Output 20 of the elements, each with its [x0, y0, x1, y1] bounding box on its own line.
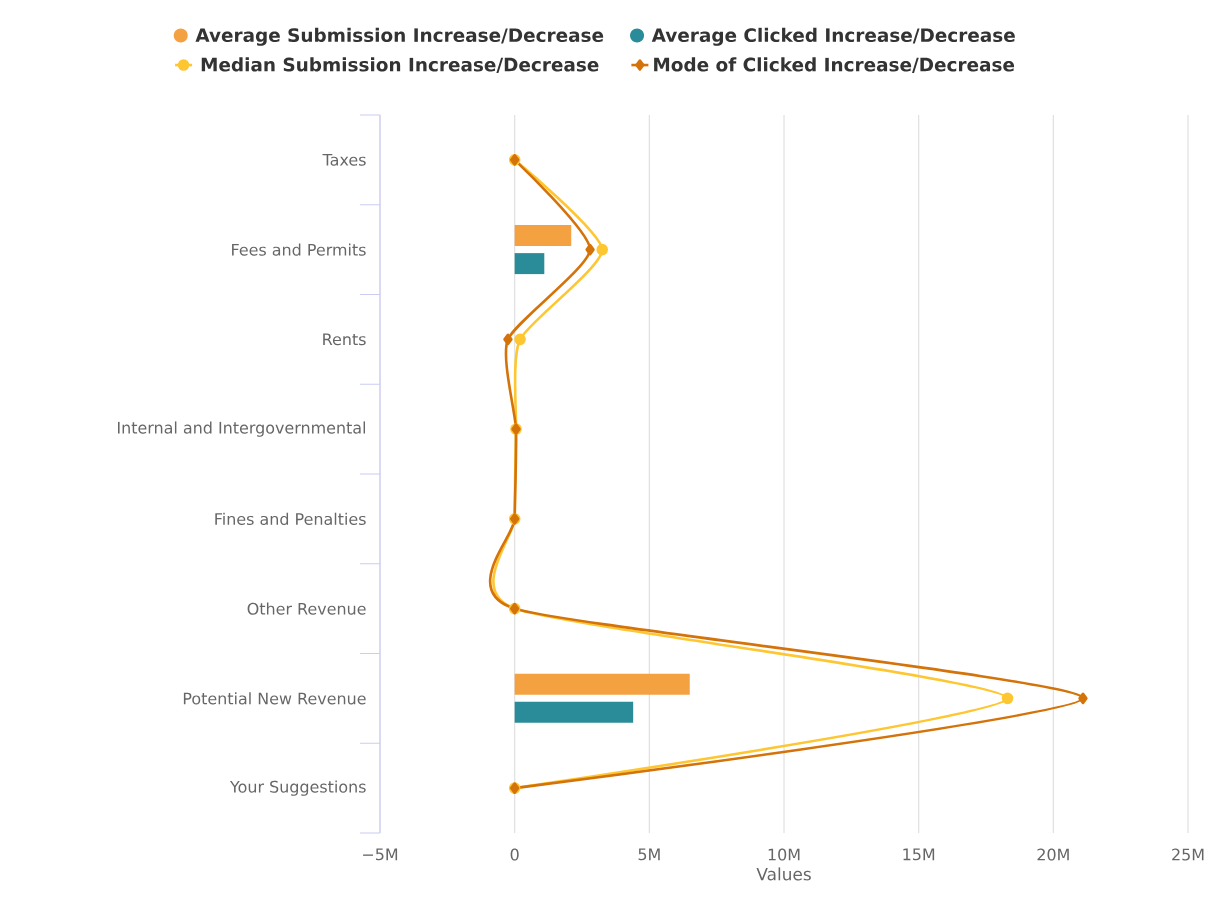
x-axis-title: Values	[756, 867, 811, 881]
x-tick-label: 10M	[768, 848, 800, 861]
legend-label: Average Clicked Increase/Decrease	[651, 27, 1015, 46]
legend-label: Average Submission Increase/Decrease	[195, 27, 604, 46]
x-tick-label: 5M	[638, 848, 660, 861]
y-tick-label: Other Revenue	[247, 602, 366, 615]
y-tick-label: Potential New Revenue	[183, 692, 366, 705]
legend-label: Mode of Clicked Increase/Decrease	[654, 57, 1015, 74]
y-tick-label: Your Suggestions	[229, 780, 366, 796]
x-tick-label: 20M	[1037, 848, 1069, 861]
x-tick-label: 15M	[903, 848, 935, 861]
legend-label: Median Submission Increase/Decrease	[201, 57, 599, 74]
y-tick-label: Taxes	[322, 153, 366, 166]
x-tick-label: −5M	[363, 848, 398, 861]
x-tick-label: 0	[510, 848, 519, 861]
y-tick-label: Fees and Permits	[232, 243, 366, 256]
y-tick-label: Internal and Intergovernmental	[117, 421, 366, 437]
y-tick-label: Rents	[323, 333, 366, 346]
x-tick-label: 25M	[1172, 848, 1204, 861]
y-tick-label: Fines and Penalties	[215, 512, 366, 526]
